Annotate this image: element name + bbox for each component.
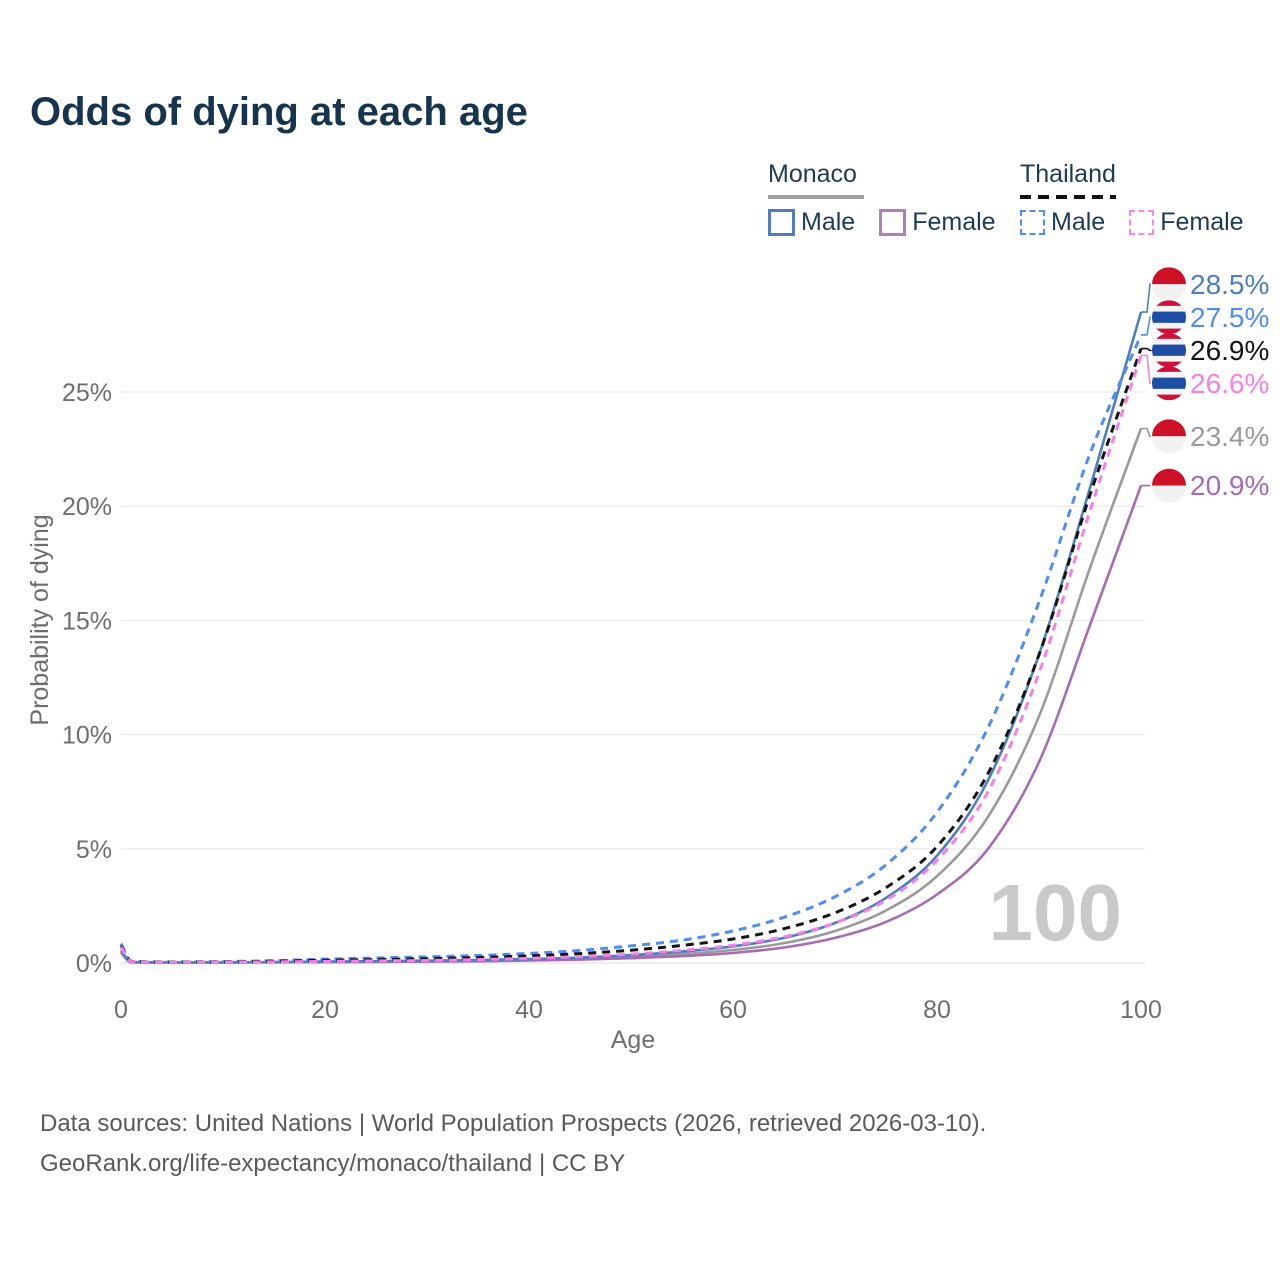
legend-group-thailand: Thailand Male Female bbox=[1020, 160, 1262, 237]
end-value-label-monaco-male: 28.5% bbox=[1190, 269, 1269, 300]
monaco-flag-icon bbox=[1152, 419, 1186, 454]
page-title: Odds of dying at each age bbox=[30, 90, 528, 134]
monaco-flag-icon bbox=[1152, 468, 1186, 503]
x-tick-label: 60 bbox=[719, 996, 747, 1024]
mortality-chart: 0% 5% 10% 15% 20% 25% 0 20 40 60 80 100 Age Probabi… bbox=[26, 267, 1269, 1054]
thailand-line-style-swatch bbox=[1020, 195, 1116, 199]
x-tick-label: 80 bbox=[923, 996, 951, 1024]
thailand-female-swatch bbox=[1129, 210, 1155, 235]
y-axis-title: Probability of dying bbox=[26, 514, 54, 725]
thailand-flag-icon bbox=[1152, 333, 1186, 368]
legend-item-monaco-male[interactable]: Male bbox=[768, 208, 873, 237]
y-tick-label: 5% bbox=[76, 836, 112, 864]
thailand-flag-icon bbox=[1152, 300, 1186, 335]
end-value-label-thailand-male: 27.5% bbox=[1190, 302, 1269, 333]
age-watermark: 100 bbox=[989, 868, 1122, 957]
end-value-label-thailand-both-sexes: 26.9% bbox=[1190, 335, 1269, 366]
monaco-line-style-swatch bbox=[768, 195, 864, 199]
monaco-female-swatch bbox=[879, 209, 907, 236]
y-tick-label: 15% bbox=[62, 607, 112, 635]
series-line-thailand-male[interactable] bbox=[119, 334, 1143, 964]
thailand-male-swatch bbox=[1020, 210, 1045, 235]
y-tick-label: 25% bbox=[62, 379, 112, 407]
thailand-flag-icon bbox=[1152, 366, 1186, 401]
legend-label: Female bbox=[912, 208, 996, 236]
label-connector bbox=[1141, 427, 1152, 438]
axis-ticks: 0% 5% 10% 15% 20% 25% 0 20 40 60 80 100 bbox=[62, 379, 1162, 1024]
attribution-line: GeoRank.org/life-expectancy/monaco/thail… bbox=[40, 1150, 626, 1177]
series-line-thailand-female[interactable] bbox=[119, 355, 1143, 964]
legend-country-thailand: Thailand bbox=[1020, 160, 1116, 188]
gridlines bbox=[121, 391, 1145, 964]
footer: Data sources: United Nations | World Pop… bbox=[40, 1104, 986, 1184]
monaco-male-swatch bbox=[768, 209, 795, 236]
series-line-monaco-male[interactable] bbox=[119, 311, 1143, 964]
legend-item-thailand-female[interactable]: Female bbox=[1129, 208, 1261, 237]
legend-item-thailand-male[interactable]: Male bbox=[1020, 208, 1123, 237]
y-tick-label: 0% bbox=[76, 950, 112, 978]
legend-label: Male bbox=[1051, 208, 1106, 236]
data-source-line: Data sources: United Nations | World Pop… bbox=[40, 1110, 987, 1137]
end-value-label-thailand-female: 26.6% bbox=[1190, 368, 1269, 399]
legend-country-monaco: Monaco bbox=[768, 160, 857, 188]
legend-label: Female bbox=[1160, 208, 1244, 236]
series-lines bbox=[119, 311, 1143, 964]
x-axis-title: Age bbox=[611, 1026, 655, 1054]
end-value-label-monaco-both-sexes: 23.4% bbox=[1190, 421, 1269, 452]
legend-item-monaco-female[interactable]: Female bbox=[879, 208, 1013, 237]
y-tick-label: 10% bbox=[62, 722, 112, 750]
x-tick-label: 100 bbox=[1120, 996, 1162, 1024]
label-connector bbox=[1141, 316, 1151, 336]
label-connector bbox=[1141, 283, 1151, 313]
y-tick-label: 20% bbox=[62, 493, 112, 521]
legend-label: Male bbox=[801, 208, 856, 236]
x-tick-label: 0 bbox=[114, 996, 128, 1024]
x-tick-label: 40 bbox=[515, 996, 543, 1024]
monaco-flag-icon bbox=[1152, 267, 1186, 302]
label-connector bbox=[1141, 354, 1151, 385]
label-connector bbox=[1141, 347, 1154, 352]
x-tick-label: 20 bbox=[311, 996, 339, 1024]
series-line-thailand-both-sexes[interactable] bbox=[119, 348, 1143, 964]
end-value-label-monaco-female: 20.9% bbox=[1190, 470, 1269, 501]
end-labels: 28.5%27.5%26.9%26.6% 23.4% 20.9% bbox=[1141, 267, 1269, 503]
legend-group-monaco: Monaco Male Female bbox=[768, 160, 1014, 237]
